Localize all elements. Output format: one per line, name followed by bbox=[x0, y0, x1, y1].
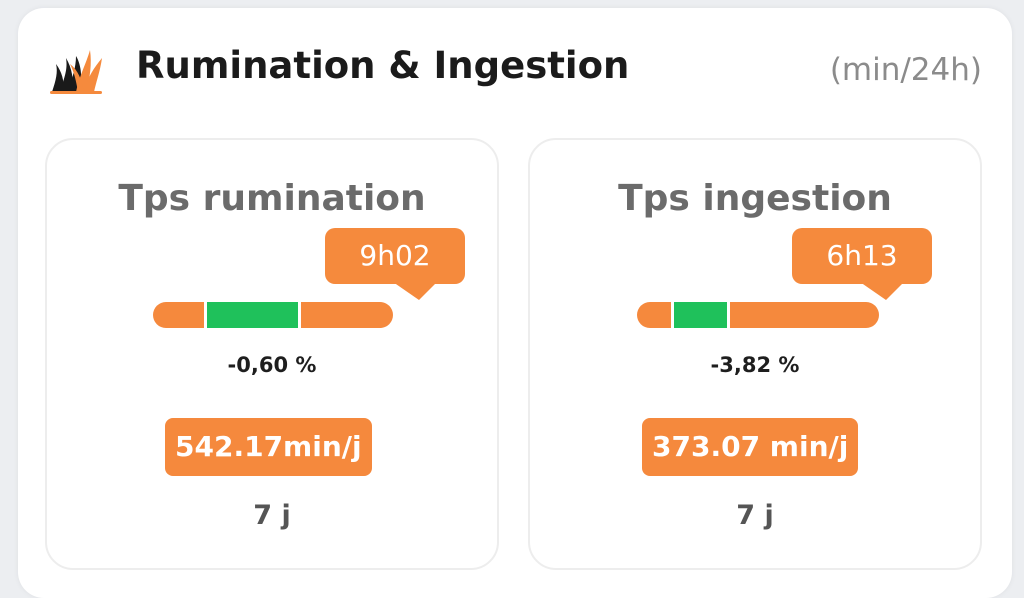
bar-separator bbox=[204, 302, 207, 328]
bubble-label: 6h13 bbox=[826, 239, 898, 272]
range-bar bbox=[153, 302, 393, 328]
bar-target-zone bbox=[674, 302, 727, 328]
value-badge: 373.07 min/j bbox=[642, 418, 859, 476]
rumination-ingestion-panel: Rumination & Ingestion (min/24h) Tps rum… bbox=[18, 8, 1012, 598]
bar-separator bbox=[671, 302, 674, 328]
rumination-card[interactable]: Tps rumination 9h02 -0,60 % 542.17min/j … bbox=[45, 138, 499, 570]
card-title: Tps rumination bbox=[118, 178, 426, 219]
value-bubble: 6h13 bbox=[792, 228, 932, 300]
bubble-label: 9h02 bbox=[359, 239, 431, 272]
change-percent: -0,60 % bbox=[227, 353, 317, 377]
bar-target-zone bbox=[207, 302, 298, 328]
ingestion-card[interactable]: Tps ingestion 6h13 -3,82 % 373.07 min/j … bbox=[528, 138, 982, 570]
unit-label: (min/24h) bbox=[829, 52, 982, 88]
change-percent: -3,82 % bbox=[710, 353, 800, 377]
value-bubble: 9h02 bbox=[325, 228, 465, 300]
bubble-tail bbox=[860, 282, 904, 300]
bar-separator bbox=[298, 302, 301, 328]
bubble-tail bbox=[393, 282, 437, 300]
grass-icon bbox=[50, 50, 102, 94]
period-label: 7 j bbox=[736, 500, 774, 531]
value-badge: 542.17min/j bbox=[165, 418, 372, 476]
period-label: 7 j bbox=[253, 500, 291, 531]
panel-title: Rumination & Ingestion bbox=[136, 44, 630, 87]
range-bar bbox=[637, 302, 879, 328]
card-title: Tps ingestion bbox=[618, 178, 892, 219]
bar-separator bbox=[727, 302, 730, 328]
panel-header: Rumination & Ingestion (min/24h) bbox=[18, 8, 1012, 118]
